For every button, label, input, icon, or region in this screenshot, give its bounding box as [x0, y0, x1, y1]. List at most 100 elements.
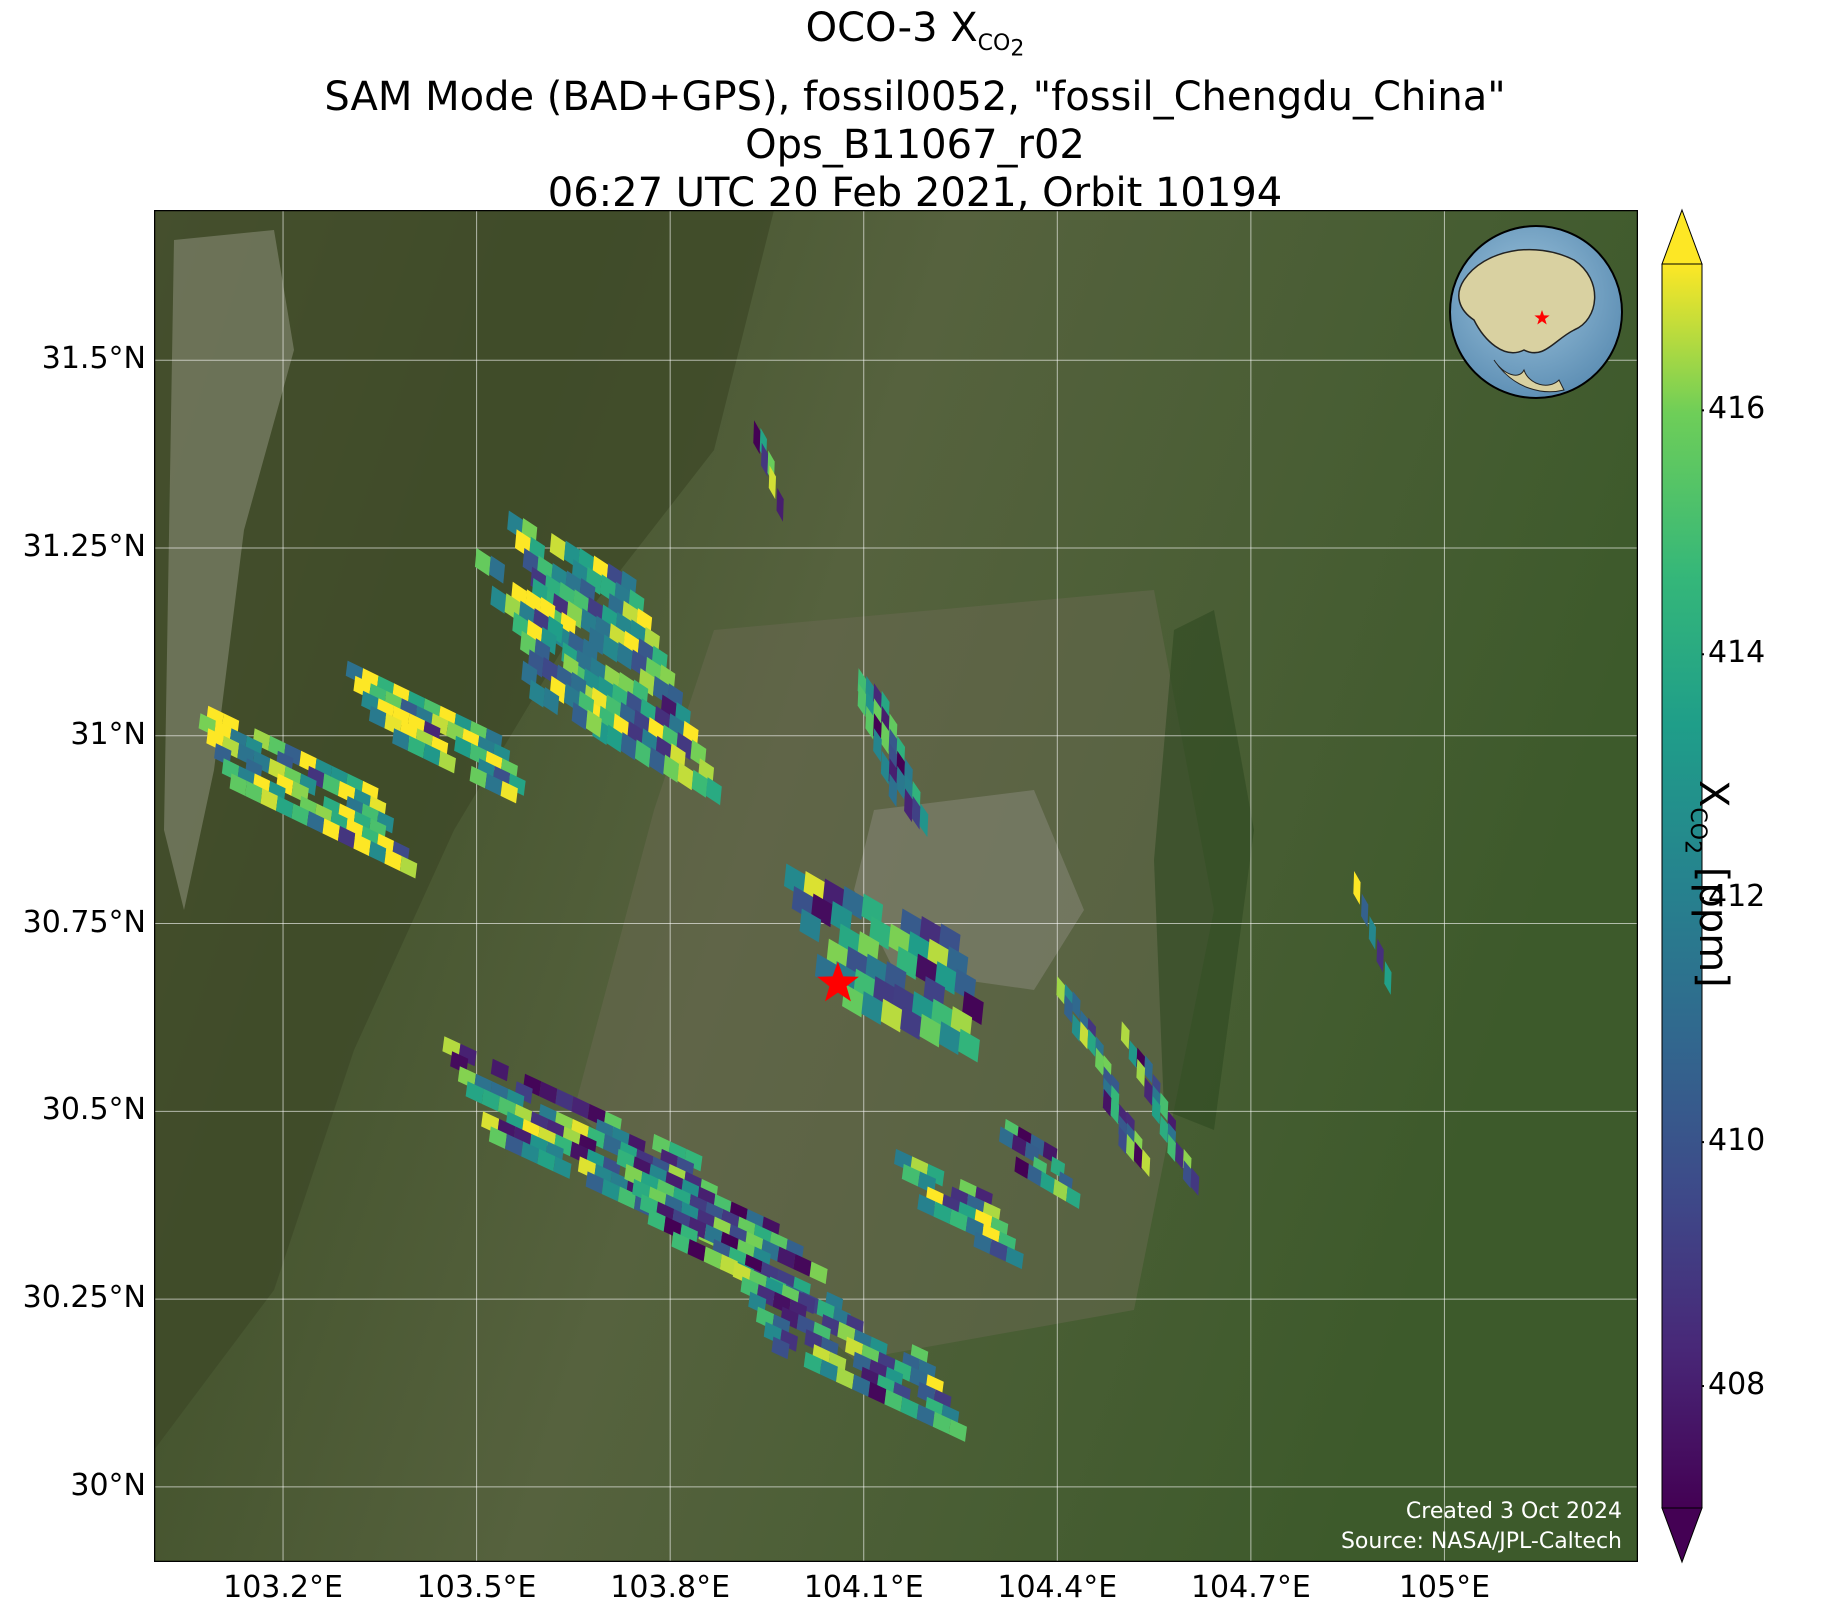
sounding-cell: [888, 923, 911, 958]
map-panel[interactable]: Created 3 Oct 2024 Source: NASA/JPL-Calt…: [154, 210, 1638, 1562]
sounding-cell: [671, 1231, 690, 1255]
mountain-range: [154, 210, 774, 1450]
sounding-cell: [1056, 976, 1066, 1005]
sounding-cell: [761, 442, 769, 477]
sounding-cell: [873, 728, 882, 763]
sounding-cell: [481, 1088, 500, 1112]
colorbar-extend-max: [1661, 208, 1703, 265]
sounding-cell: [504, 1133, 524, 1157]
sounding-cell: [917, 1193, 936, 1217]
sounding-cell: [368, 840, 387, 864]
sounding-cell: [1376, 938, 1384, 973]
sounding-cell: [865, 705, 875, 740]
colorbar-tick-label: 414: [1708, 635, 1766, 671]
globe-land-south: [1493, 359, 1565, 393]
sounding-cell: [276, 795, 294, 819]
sounding-cell: [919, 803, 929, 838]
sounding-cell: [485, 773, 503, 796]
sounding-cell: [407, 735, 425, 759]
map-title: OCO-3 XCO2 SAM Mode (BAD+GPS), fossil005…: [0, 4, 1830, 217]
sounding-cell: [571, 701, 588, 731]
ridge: [1154, 610, 1254, 1130]
sounding-cell: [585, 1171, 604, 1194]
map-frame: [154, 210, 1638, 1562]
sounding-cell: [553, 1156, 572, 1179]
sounding-cell: [490, 1058, 509, 1082]
sounding-cell: [549, 532, 566, 562]
colorbar-label: XCO2 [ppm]: [1679, 780, 1736, 988]
inset-globe: [1449, 225, 1623, 399]
sounding-cell: [691, 769, 708, 798]
lat-tick-label: 30.75°N: [22, 904, 146, 940]
colorbar-tick-label: 416: [1708, 391, 1766, 427]
sounding-cell: [1095, 1047, 1104, 1076]
lat-tick-label: 31.5°N: [41, 341, 146, 377]
credit-source: Source: NASA/JPL-Caltech: [1341, 1529, 1622, 1554]
xco2-soundings: [198, 420, 1392, 1442]
sounding-cell: [489, 555, 505, 584]
sounding-cell: [868, 1381, 887, 1405]
colorbar: [1661, 208, 1704, 1564]
sounding-cell: [606, 724, 623, 753]
sounding-cell: [649, 747, 666, 776]
graticule: [154, 210, 1638, 1562]
sounding-cell: [687, 1239, 706, 1262]
sounding-cell: [880, 720, 890, 755]
lat-tick-label: 30°N: [70, 1467, 146, 1503]
sounding-cell: [454, 735, 472, 759]
sounding-cell: [537, 1148, 556, 1172]
sounding-cell: [989, 1239, 1008, 1262]
target-star-icon: [817, 961, 859, 1002]
sounding-cell: [617, 1186, 636, 1209]
colorbar-tick-marks: [1702, 409, 1704, 1388]
sounding-cell: [474, 548, 491, 577]
sounding-cell: [1066, 1186, 1081, 1209]
sounding-cell: [949, 1208, 968, 1232]
sounding-cell: [392, 728, 410, 751]
sounding-cell: [423, 743, 441, 766]
sounding-cell: [1175, 1141, 1184, 1170]
globe-star-icon: [1534, 310, 1550, 325]
sounding-cell: [585, 709, 602, 738]
sounding-cell: [543, 686, 560, 716]
satellite-map[interactable]: Created 3 Oct 2024 Source: NASA/JPL-Calt…: [154, 210, 1638, 1562]
sounding-cell: [291, 803, 309, 826]
sounding-cell: [938, 1021, 961, 1055]
sounding-cell: [1071, 991, 1081, 1020]
lon-tick-label: 104.7°E: [1190, 1570, 1311, 1605]
sounding-cell: [1136, 1058, 1146, 1087]
sounding-cell: [1102, 1088, 1112, 1117]
lat-tick-label: 31°N: [70, 716, 146, 752]
sounding-cell: [819, 1359, 838, 1382]
sounding-cell: [768, 465, 776, 500]
sounding-cell: [353, 833, 371, 856]
sounding-cell: [306, 810, 325, 834]
sounding-cell: [1167, 1133, 1177, 1163]
lat-tick-label: 30.25°N: [22, 1280, 146, 1316]
sounding-cell: [816, 1299, 835, 1322]
sounding-cell: [809, 1261, 828, 1285]
sounding-cell: [337, 825, 356, 849]
sounding-cell: [1144, 1077, 1153, 1106]
colorbar-tick-label: 408: [1708, 1367, 1766, 1403]
title-line-2: SAM Mode (BAD+GPS), fossil0052, "fossil_…: [324, 74, 1506, 121]
lon-tick-label: 104.1°E: [803, 1570, 924, 1605]
sounding-cell: [384, 848, 402, 871]
lat-tick-label: 31.25°N: [22, 529, 146, 564]
credit-created: Created 3 Oct 2024: [1406, 1499, 1622, 1524]
sounding-cell: [601, 1178, 620, 1202]
title-line-3: Ops_B11067_r02: [745, 122, 1085, 169]
colorbar-body: [1661, 263, 1703, 1509]
sounding-cell: [705, 777, 722, 806]
sounding-cell: [1079, 1021, 1089, 1050]
sounding-cell: [880, 998, 903, 1033]
sounding-cell: [896, 765, 906, 800]
sounding-cell: [900, 1396, 919, 1420]
sounding-cell: [1384, 961, 1392, 995]
sounding-cell: [1159, 1115, 1169, 1144]
sounding-cell: [647, 1208, 666, 1232]
sounding-cell: [880, 750, 890, 785]
lon-tick-label: 103.2°E: [223, 1570, 343, 1605]
sounding-cell: [663, 754, 680, 783]
sounding-cell: [229, 773, 247, 796]
